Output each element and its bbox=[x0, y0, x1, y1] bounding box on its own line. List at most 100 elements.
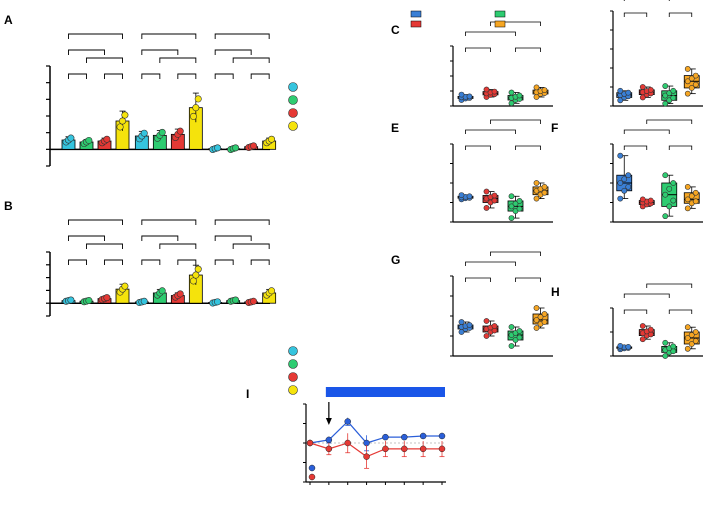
data-point bbox=[232, 296, 240, 304]
sig-bracket bbox=[68, 235, 105, 241]
data-point bbox=[466, 193, 473, 200]
data-point bbox=[688, 193, 695, 199]
sig-bracket bbox=[623, 309, 648, 314]
panel-label-g: G bbox=[391, 253, 400, 267]
data-point bbox=[541, 189, 548, 196]
data-point bbox=[176, 290, 184, 298]
sig-bracket bbox=[68, 33, 123, 39]
data-point bbox=[103, 135, 111, 143]
data-point bbox=[537, 314, 544, 320]
data-point bbox=[401, 433, 408, 441]
data-point bbox=[621, 187, 628, 194]
sig-bracket bbox=[86, 57, 123, 63]
data-point bbox=[382, 433, 389, 441]
data-point bbox=[140, 129, 148, 137]
data-point bbox=[647, 197, 654, 204]
legend-marker bbox=[288, 385, 298, 395]
data-point bbox=[670, 87, 677, 94]
sig-bracket bbox=[141, 219, 197, 225]
data-point bbox=[533, 317, 540, 323]
data-point bbox=[516, 92, 523, 99]
data-point bbox=[688, 75, 695, 82]
sig-bracket bbox=[141, 259, 161, 265]
sig-bracket bbox=[250, 73, 270, 79]
sig-bracket bbox=[646, 119, 693, 124]
data-point bbox=[401, 445, 408, 453]
data-point bbox=[67, 134, 75, 142]
legend-marker bbox=[494, 20, 506, 28]
data-point bbox=[344, 418, 351, 425]
data-point bbox=[192, 104, 200, 112]
data-point bbox=[194, 265, 202, 273]
data-point bbox=[541, 183, 548, 190]
legend-marker bbox=[288, 108, 298, 118]
legend-marker bbox=[288, 95, 298, 105]
data-point bbox=[483, 86, 490, 93]
data-point bbox=[438, 432, 446, 440]
data-point bbox=[684, 335, 691, 341]
sig-bracket bbox=[141, 235, 179, 241]
data-point bbox=[684, 78, 691, 85]
data-point bbox=[617, 152, 624, 159]
data-point bbox=[639, 84, 646, 90]
sig-bracket bbox=[623, 0, 670, 1]
data-point bbox=[688, 85, 695, 91]
data-point bbox=[692, 72, 699, 79]
data-point bbox=[508, 324, 515, 330]
data-point bbox=[67, 296, 75, 304]
sig-bracket bbox=[515, 47, 541, 52]
sig-bracket bbox=[141, 73, 161, 79]
legend-marker bbox=[308, 464, 316, 472]
sig-bracket bbox=[250, 259, 270, 265]
data-point bbox=[533, 180, 540, 186]
data-point bbox=[306, 439, 314, 447]
data-point bbox=[512, 200, 519, 207]
data-point bbox=[189, 277, 197, 285]
data-point bbox=[662, 172, 669, 179]
data-point bbox=[684, 183, 691, 190]
data-point bbox=[508, 193, 515, 200]
data-point bbox=[458, 91, 465, 98]
sig-bracket bbox=[214, 49, 252, 55]
data-point bbox=[688, 341, 695, 347]
legend-marker bbox=[288, 372, 298, 382]
data-point bbox=[666, 203, 673, 210]
data-point bbox=[533, 195, 540, 202]
data-point bbox=[692, 189, 699, 196]
data-point bbox=[176, 127, 184, 135]
data-point bbox=[491, 192, 498, 199]
data-point bbox=[508, 203, 515, 210]
sig-bracket bbox=[68, 259, 87, 265]
data-point bbox=[688, 332, 695, 338]
data-point bbox=[684, 196, 691, 203]
data-point bbox=[508, 215, 515, 221]
panel-label-b: B bbox=[4, 199, 13, 213]
sig-bracket bbox=[159, 243, 197, 249]
panel-label-e: E bbox=[391, 121, 399, 135]
sig-bracket bbox=[214, 73, 234, 79]
data-point bbox=[617, 87, 624, 94]
data-point bbox=[508, 343, 515, 349]
data-point bbox=[466, 322, 473, 328]
sig-bracket bbox=[141, 33, 197, 39]
data-point bbox=[483, 188, 490, 195]
data-point bbox=[670, 95, 677, 101]
data-point bbox=[692, 81, 699, 88]
sig-bracket bbox=[232, 57, 270, 63]
data-point bbox=[662, 191, 669, 198]
data-point bbox=[85, 136, 93, 144]
data-point bbox=[617, 195, 624, 202]
hypoxia-band bbox=[325, 387, 445, 397]
data-point bbox=[621, 176, 628, 182]
sig-bracket bbox=[490, 251, 541, 256]
data-point bbox=[483, 205, 490, 211]
data-point bbox=[268, 287, 276, 295]
sig-bracket bbox=[465, 277, 491, 282]
sig-bracket bbox=[214, 259, 234, 265]
data-point bbox=[232, 144, 240, 152]
data-point bbox=[617, 180, 624, 186]
data-point bbox=[85, 297, 93, 305]
data-point bbox=[483, 333, 490, 339]
data-point bbox=[662, 339, 669, 346]
sig-bracket bbox=[646, 283, 693, 288]
